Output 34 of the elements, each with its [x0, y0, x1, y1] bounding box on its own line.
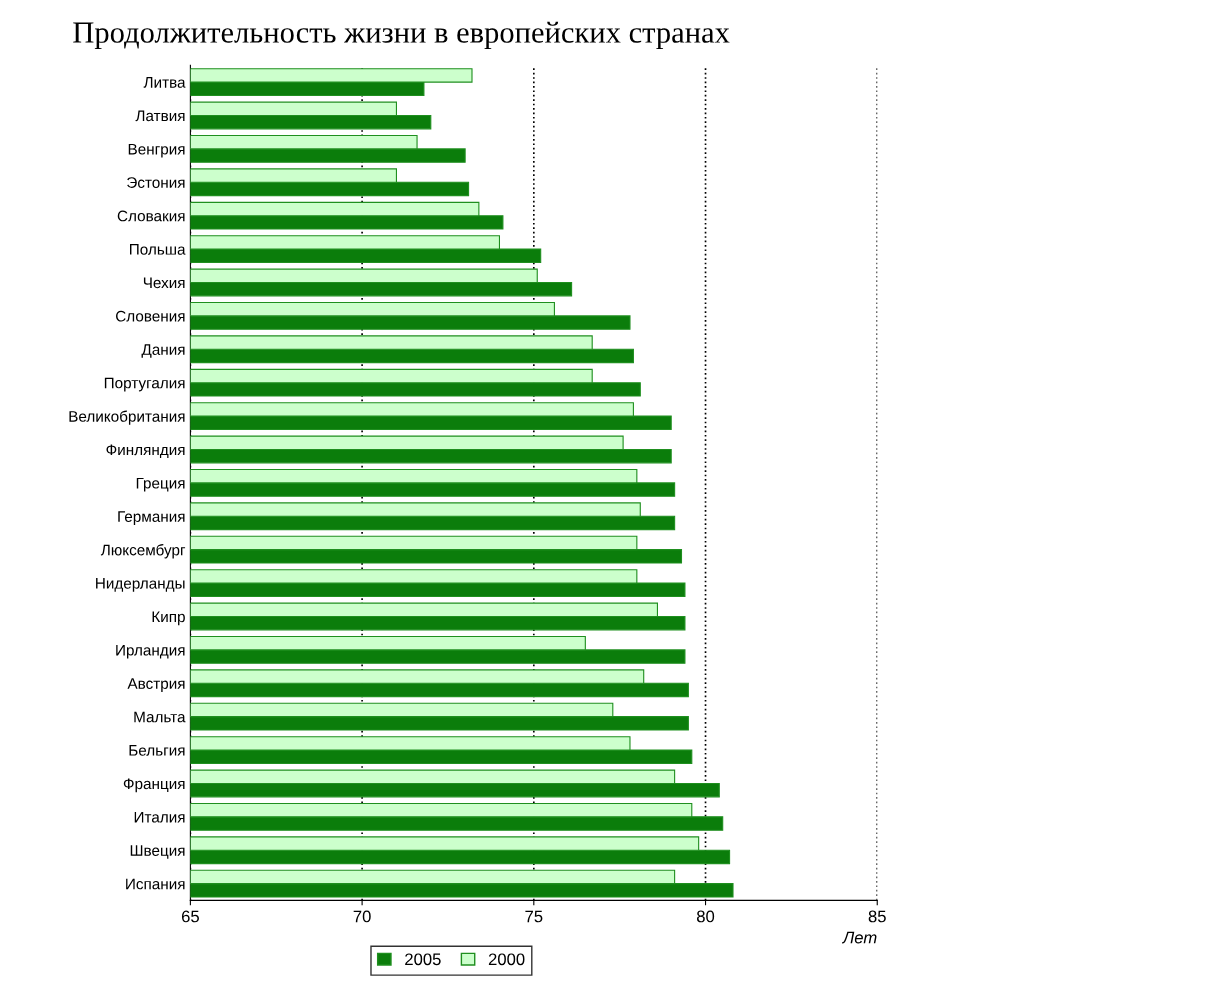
x-tick-label: 85 — [868, 910, 886, 923]
y-tick-label: Финляндия — [106, 444, 185, 459]
y-tick-label: Венгрия — [128, 143, 185, 158]
y-tick-label: Литва — [143, 77, 186, 88]
y-tick-label: Чехия — [143, 277, 185, 289]
y-tick-label: Мальта — [134, 711, 186, 723]
y-tick-label: Ирландия — [116, 644, 185, 659]
x-axis-title: Лет — [841, 931, 877, 944]
y-tick-label: Словения — [116, 310, 185, 322]
y-tick-label: Австрия — [127, 678, 185, 692]
legend-label: 2005 — [405, 953, 441, 966]
y-tick-label: Бельгия — [129, 745, 185, 756]
chart-title: Продолжительность жизни в европейских странах — [73, 21, 730, 50]
y-tick-label: Польша — [130, 244, 186, 255]
y-tick-label: Кипр — [152, 611, 185, 626]
y-tick-label: Германия — [118, 511, 185, 525]
legend-label: 2000 — [488, 953, 525, 966]
y-tick-label: Эстония — [127, 177, 185, 188]
y-tick-label: Дания — [141, 344, 185, 358]
y-tick-label: Испания — [126, 878, 185, 890]
y-tick-label: Нидерланды — [96, 578, 185, 592]
y-tick-label: Великобритания — [69, 410, 185, 425]
y-tick-label: Италия — [134, 811, 185, 823]
x-tick-label: 80 — [696, 910, 715, 923]
x-tick-label: 75 — [525, 910, 543, 923]
y-tick-label: Люксембург — [100, 544, 186, 559]
y-tick-label: Греция — [136, 477, 185, 492]
y-tick-label: Латвия — [135, 110, 185, 122]
x-tick-label: 70 — [353, 910, 371, 923]
y-tick-label: Португалия — [104, 377, 185, 392]
y-tick-label: Швеция — [130, 845, 185, 859]
y-tick-label: Франция — [123, 778, 185, 793]
x-tick-label: 65 — [181, 910, 199, 923]
y-tick-label: Словакия — [117, 210, 185, 222]
